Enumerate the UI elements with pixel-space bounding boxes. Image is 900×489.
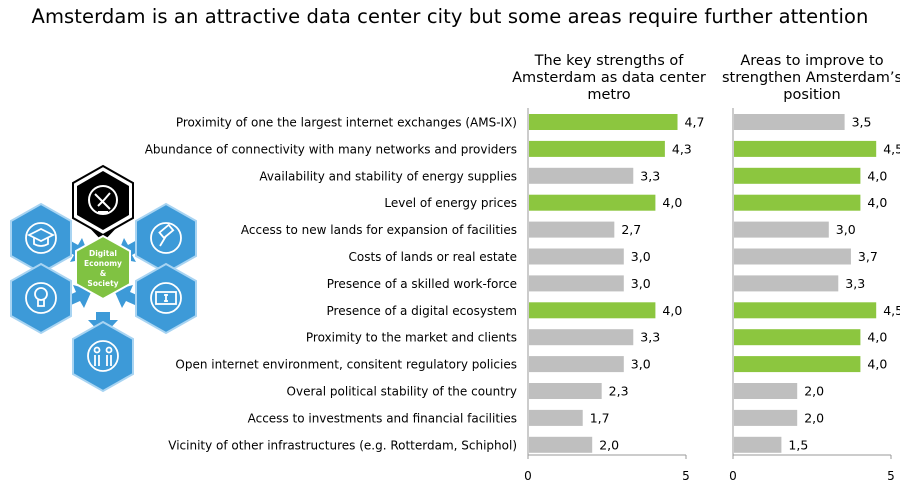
category-label: Presence of a skilled work-force — [327, 277, 517, 291]
bar-value-label: 4,0 — [662, 303, 682, 318]
bar-value-label: 4,0 — [867, 195, 887, 210]
hexagon-lower-left — [10, 262, 72, 335]
bar — [734, 248, 851, 265]
x-tick-label: 5 — [887, 469, 895, 483]
category-label: Access to investments and financial faci… — [248, 411, 517, 425]
bar-value-label: 2,0 — [599, 437, 619, 452]
bar — [734, 409, 798, 426]
bar — [734, 221, 829, 238]
x-tick-label: 0 — [524, 469, 532, 483]
graduation-cap-icon — [25, 222, 57, 254]
panel-title-line: position — [783, 87, 840, 103]
category-label: Presence of a digital ecosystem — [327, 304, 517, 318]
x-tick-label: 0 — [729, 469, 737, 483]
center-label-line-2: Economy — [84, 259, 122, 268]
bar — [734, 194, 861, 211]
category-label: Abundance of connectivity with many netw… — [145, 142, 517, 156]
bar — [529, 194, 656, 211]
bar — [529, 329, 634, 346]
bar-value-label: 2,0 — [804, 410, 824, 425]
bar — [529, 383, 602, 399]
money-icon — [150, 282, 182, 314]
gavel-icon — [150, 222, 182, 254]
bar-value-label: 4,0 — [867, 357, 887, 372]
bar — [734, 383, 798, 399]
bar-value-label: 3,0 — [631, 249, 651, 264]
category-label: Vicinity of other infrastructures (e.g. … — [168, 438, 517, 452]
bar-value-label: 3,5 — [852, 115, 872, 130]
digital-economy-illustration: Digital Economy & Society — [10, 164, 197, 393]
hexagon-upper-left — [10, 202, 72, 275]
bar-value-label: 3,3 — [640, 168, 660, 183]
hexagon-bottom — [72, 320, 134, 393]
bar-value-label: 4,0 — [867, 168, 887, 183]
hexagon-upper-right — [135, 202, 197, 275]
bar-value-label: 4,0 — [662, 195, 682, 210]
bar-value-label: 2,3 — [609, 384, 629, 399]
center-label-line-3: & — [100, 269, 107, 278]
bar — [734, 356, 861, 373]
panel-title-line: strengthen Amsterdam’s — [722, 70, 900, 86]
bar-value-label: 2,7 — [621, 222, 641, 237]
bar-value-label: 4,5 — [883, 303, 900, 318]
bar-value-label: 3,0 — [631, 276, 651, 291]
category-label: Access to new lands for expansion of fac… — [241, 223, 517, 237]
bar — [529, 140, 665, 157]
bar-value-label: 4,7 — [685, 115, 705, 130]
bar-value-label: 4,5 — [883, 141, 900, 156]
category-label: Open internet environment, consitent reg… — [175, 358, 517, 372]
bar-value-label: 1,7 — [590, 410, 610, 425]
category-label: Availability and stability of energy sup… — [259, 169, 517, 183]
panel-title-line: metro — [587, 87, 630, 103]
bar-value-label: 1,5 — [788, 437, 808, 452]
lightbulb-icon — [25, 282, 57, 314]
bar — [529, 436, 593, 453]
bar-value-label: 3,0 — [836, 222, 856, 237]
panel-title-line: The key strengths of — [534, 53, 685, 69]
bar — [529, 356, 624, 373]
satellite-dish-icon — [88, 185, 118, 215]
category-label: Level of energy prices — [384, 196, 517, 210]
bar — [529, 248, 624, 265]
bar — [529, 302, 656, 319]
bar — [734, 167, 861, 184]
bar-value-label: 3,3 — [640, 330, 660, 345]
bar — [529, 167, 634, 184]
bar-value-label: 3,3 — [845, 276, 865, 291]
people-icon — [87, 340, 119, 372]
bar — [529, 275, 624, 292]
category-label: Proximity of one the largest internet ex… — [176, 116, 517, 130]
panel-title-line: Areas to improve to — [740, 53, 883, 69]
category-label: Proximity to the market and clients — [306, 331, 517, 345]
bar — [529, 221, 615, 238]
bar — [529, 409, 583, 426]
bar — [734, 436, 782, 453]
bar-value-label: 3,0 — [631, 357, 651, 372]
x-tick-label: 5 — [682, 469, 690, 483]
bar-value-label: 3,7 — [858, 249, 878, 264]
bar-value-label: 2,0 — [804, 384, 824, 399]
category-label: Costs of lands or real estate — [348, 250, 517, 264]
bar-value-label: 4,3 — [672, 141, 692, 156]
hexagon-center — [75, 234, 131, 301]
page-title: Amsterdam is an attractive data center c… — [31, 5, 869, 28]
bar-value-label: 4,0 — [867, 330, 887, 345]
center-label-line-1: Digital — [89, 249, 117, 258]
bar — [734, 140, 877, 157]
bar — [734, 114, 845, 130]
panel-title-line: Amsterdam as data center — [512, 70, 706, 86]
center-label-line-4: Society — [87, 279, 118, 288]
bar — [734, 302, 877, 319]
bar — [529, 114, 678, 130]
category-label: Overal political stability of the countr… — [287, 385, 517, 399]
bar — [734, 329, 861, 346]
bar — [734, 275, 839, 292]
